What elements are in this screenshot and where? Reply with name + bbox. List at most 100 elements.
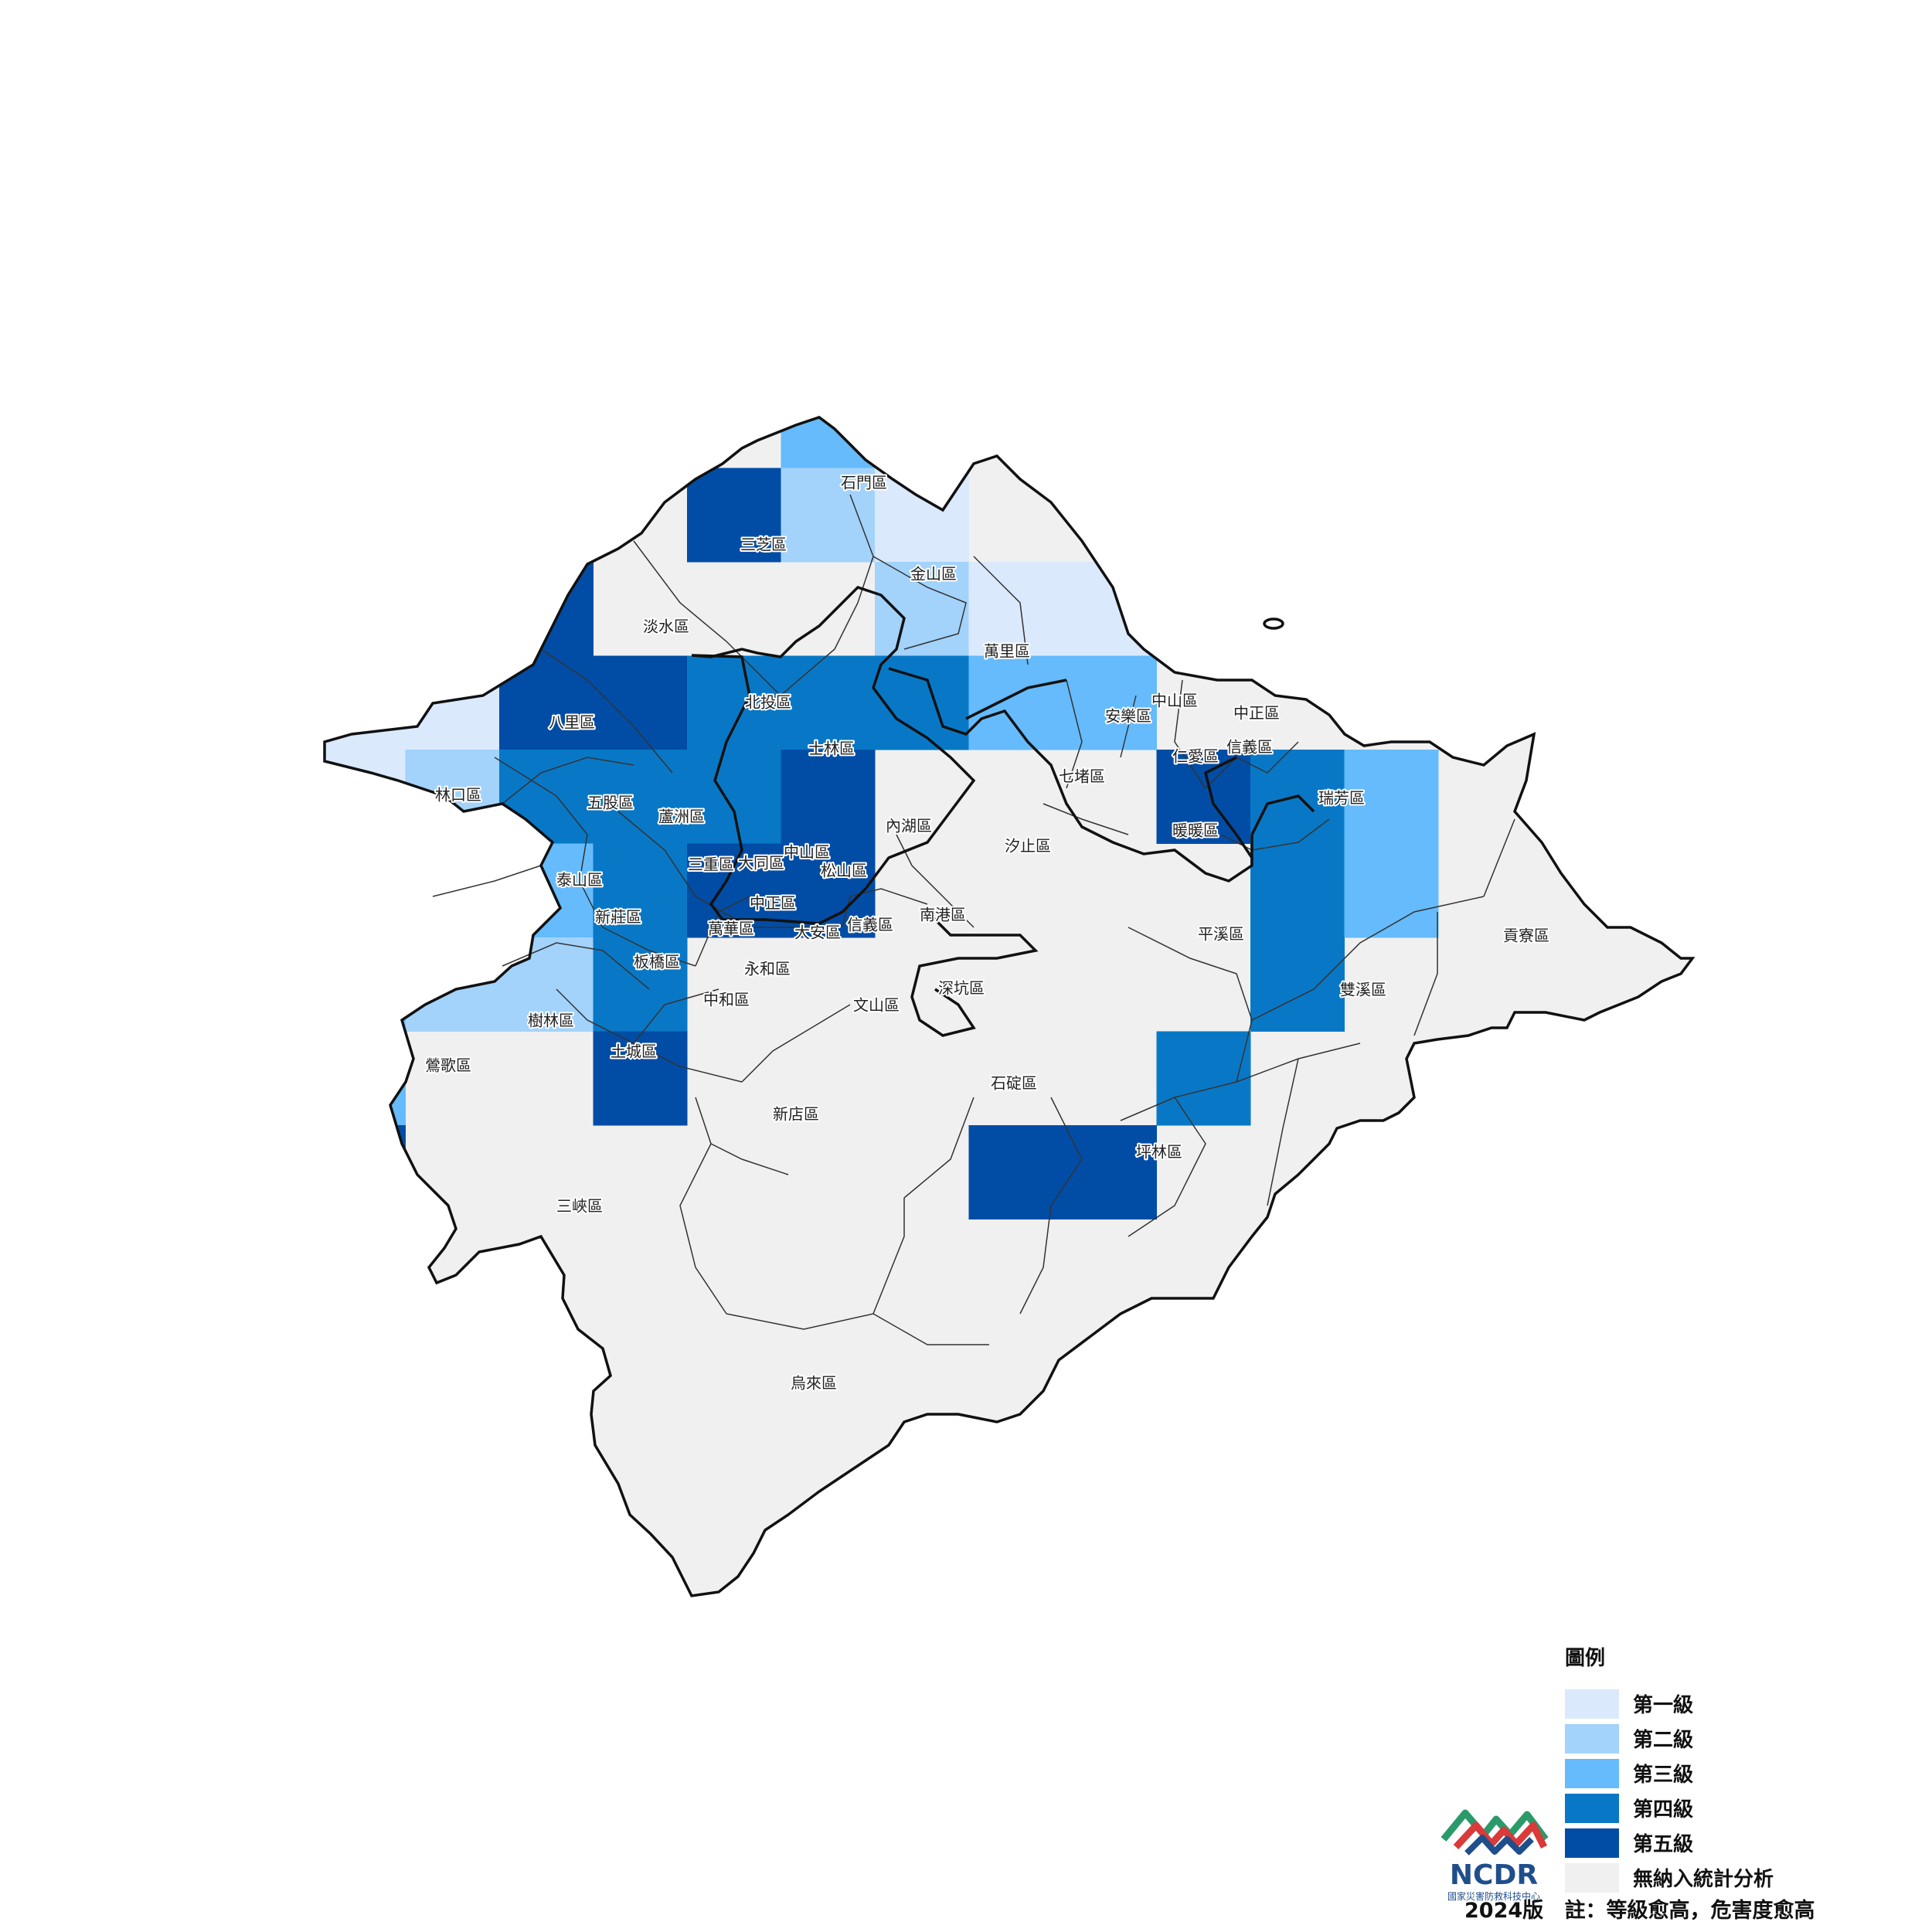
grid-cell-level-2 bbox=[325, 843, 406, 938]
district-label: 萬華區 bbox=[708, 920, 754, 938]
legend-title: 圖例 bbox=[1565, 1647, 1606, 1670]
district-border bbox=[1128, 1097, 1206, 1237]
district-border bbox=[1066, 679, 1083, 789]
district-label: 內湖區 bbox=[886, 817, 932, 835]
grid-cell-level-5 bbox=[687, 843, 781, 938]
grid-cell-level-1 bbox=[325, 655, 406, 750]
district-label: 士林區 bbox=[808, 740, 855, 758]
district-border bbox=[502, 757, 634, 804]
city-boundary bbox=[1250, 794, 1315, 835]
district-label: 中正區 bbox=[1233, 704, 1280, 723]
grid-cell-level-4 bbox=[687, 750, 781, 844]
legend-item: 第三級 bbox=[1565, 1756, 1889, 1791]
district-label: 永和區 bbox=[744, 960, 791, 978]
district-label: 中山區 bbox=[784, 843, 830, 862]
grid-cell-level-4 bbox=[593, 937, 688, 1032]
legend-swatch bbox=[1565, 1723, 1619, 1753]
district-label: 泰山區 bbox=[556, 871, 603, 889]
district-label: 安樂區 bbox=[1105, 707, 1151, 726]
district-border bbox=[842, 888, 928, 928]
district-border bbox=[579, 834, 696, 967]
grid-cell-level-3 bbox=[1063, 655, 1157, 750]
district-label: 三芝區 bbox=[740, 536, 787, 554]
grid-cell-level-1 bbox=[405, 468, 500, 563]
district-label: 五股區 bbox=[587, 794, 634, 812]
city-boundary bbox=[323, 416, 1696, 1597]
grid-cell-level-5 bbox=[781, 750, 876, 844]
district-label: 汐止區 bbox=[1005, 837, 1051, 855]
district-border bbox=[780, 494, 874, 696]
legend-label: 第一級 bbox=[1633, 1694, 1694, 1717]
district-label: 仁愛區 bbox=[1172, 747, 1219, 766]
district-label: 烏來區 bbox=[791, 1374, 837, 1393]
footnote: 註：等級愈高，危害度愈高 bbox=[1564, 1899, 1815, 1923]
district-border bbox=[432, 865, 542, 897]
grid-cell-level-1 bbox=[968, 562, 1063, 656]
district-label: 八里區 bbox=[549, 713, 595, 732]
grid-cell-level-3 bbox=[325, 937, 406, 1032]
district-label: 樹林區 bbox=[528, 1012, 574, 1030]
grid-cell-level-4 bbox=[1250, 937, 1345, 1032]
district-border bbox=[1267, 1058, 1299, 1206]
district-label: 文山區 bbox=[853, 996, 900, 1015]
grid-cell-level-4 bbox=[593, 843, 688, 938]
grid-cell-level-4 bbox=[593, 750, 688, 844]
legend-swatch bbox=[1565, 1793, 1619, 1823]
legend-swatch bbox=[1565, 1828, 1619, 1858]
district-label: 中山區 bbox=[1151, 692, 1198, 710]
grid-cell-level-1 bbox=[1063, 562, 1157, 656]
district-border bbox=[1120, 695, 1137, 758]
grid-cell-level-3 bbox=[593, 417, 688, 468]
legend-item: 第二級 bbox=[1565, 1721, 1889, 1756]
grid-cell-level-3 bbox=[687, 281, 781, 375]
district-label: 鶯歌區 bbox=[425, 1056, 471, 1075]
district-label: 中和區 bbox=[703, 991, 750, 1009]
district-label: 雙溪區 bbox=[1340, 981, 1386, 999]
grid-cell-level-5 bbox=[325, 1125, 406, 1219]
city-boundary bbox=[888, 667, 1253, 883]
legend-label: 第五級 bbox=[1633, 1833, 1694, 1856]
district-label: 七堵區 bbox=[1059, 767, 1105, 786]
district-label: 坪林區 bbox=[1136, 1143, 1182, 1162]
district-border bbox=[872, 556, 967, 650]
district-label: 金山區 bbox=[910, 565, 957, 583]
district-border bbox=[903, 1097, 975, 1199]
grid-cell-level-4 bbox=[499, 750, 594, 844]
grid-cell-level-4 bbox=[781, 655, 876, 750]
district-border bbox=[1220, 818, 1330, 851]
legend-swatch bbox=[1565, 1689, 1619, 1719]
grid-cell-level-1 bbox=[875, 417, 969, 468]
district-label: 三重區 bbox=[688, 855, 734, 874]
district-label: 松山區 bbox=[821, 862, 867, 880]
district-label: 萬里區 bbox=[984, 642, 1030, 661]
city-boundaries bbox=[323, 416, 1696, 1597]
district-border bbox=[695, 896, 750, 967]
district-label: 信義區 bbox=[1226, 738, 1273, 757]
district-borders bbox=[432, 494, 1515, 1345]
grid-cell-level-3 bbox=[325, 562, 406, 656]
district-border bbox=[617, 811, 819, 928]
district-border bbox=[1413, 912, 1438, 1036]
city-boundary bbox=[965, 679, 1067, 720]
grid-cell-level-1 bbox=[499, 417, 594, 468]
district-border bbox=[741, 1004, 851, 1083]
district-border bbox=[540, 648, 673, 774]
legend-item: 第一級 bbox=[1565, 1686, 1889, 1721]
logo-subtitle: 國家災害防救科技中心 bbox=[1447, 1890, 1540, 1902]
district-label: 大同區 bbox=[738, 854, 784, 872]
district-label: 新店區 bbox=[773, 1105, 819, 1124]
district-label: 北投區 bbox=[745, 693, 791, 712]
city-boundary bbox=[691, 585, 976, 925]
legend-label: 第三級 bbox=[1633, 1764, 1694, 1787]
district-border bbox=[1483, 818, 1515, 897]
legend-label: 第二級 bbox=[1633, 1729, 1694, 1752]
grid-cell-level-4 bbox=[1156, 1031, 1251, 1126]
legend-item: 無納入統計分析 bbox=[1565, 1860, 1889, 1895]
logo-name: NCDR bbox=[1450, 1859, 1538, 1891]
district-label: 淡水區 bbox=[643, 617, 689, 636]
grid-cell-level-5 bbox=[499, 655, 594, 750]
district-label: 三峽區 bbox=[556, 1197, 603, 1216]
district-label: 林口區 bbox=[435, 786, 481, 804]
